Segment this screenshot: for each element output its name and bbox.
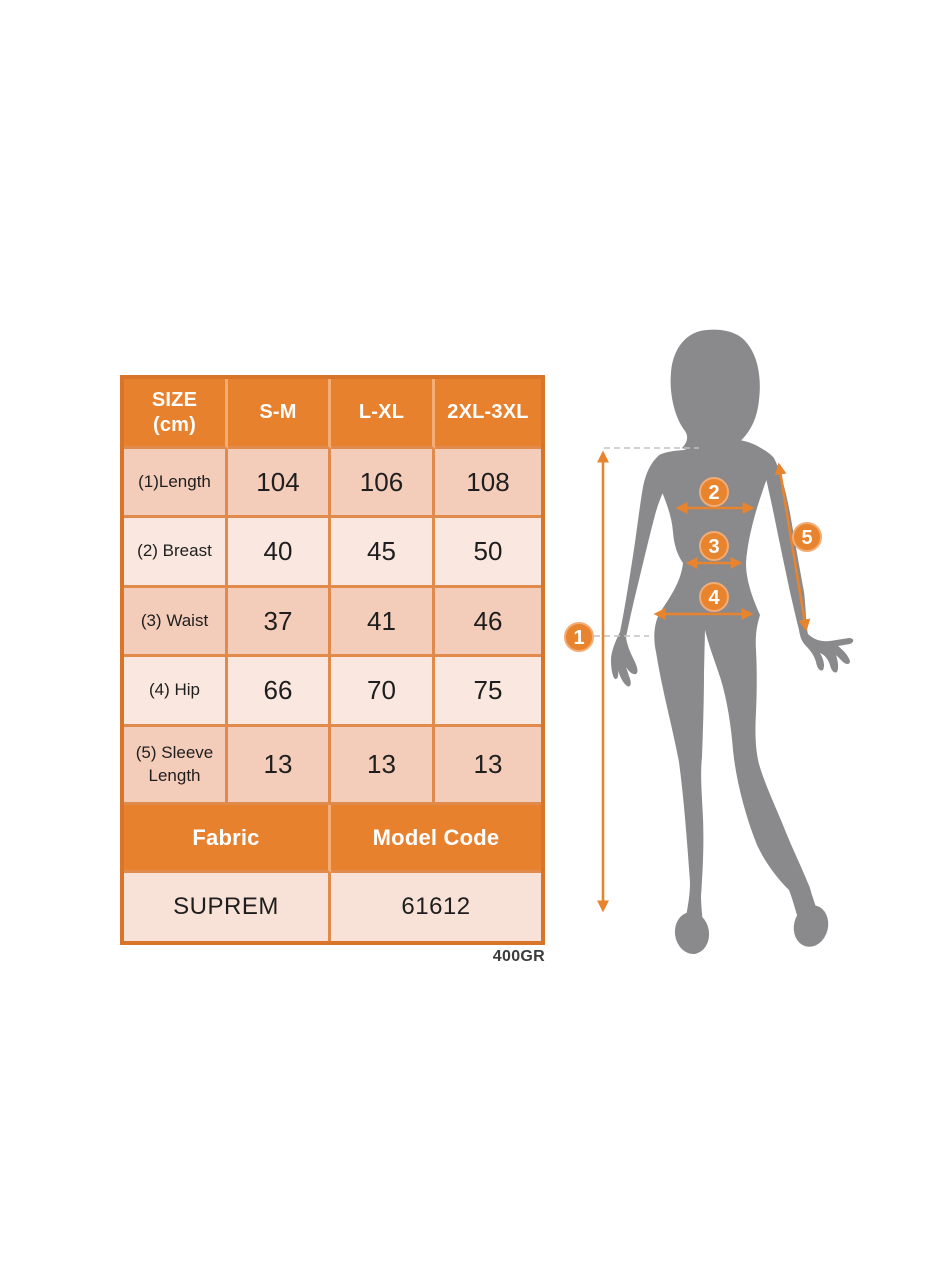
model-code-value: 61612 bbox=[331, 873, 541, 941]
measurement-figure: 1 2 3 4 5 bbox=[564, 329, 854, 954]
value-length-s-m: 104 bbox=[228, 449, 331, 518]
marker-1-badge bbox=[564, 622, 594, 652]
marker-4-number: 4 bbox=[708, 587, 720, 609]
value-breast-l-xl: 45 bbox=[331, 518, 435, 588]
value-waist-2xl-3xl: 46 bbox=[435, 588, 541, 657]
fabric-value: SUPREM bbox=[124, 873, 331, 941]
row-label-length: (1)Length bbox=[124, 449, 228, 518]
left-foot bbox=[674, 912, 710, 954]
value-hip-l-xl: 70 bbox=[331, 657, 435, 727]
marker-1-number: 1 bbox=[573, 627, 584, 649]
torso-legs-silhouette bbox=[654, 437, 822, 954]
size-header-cell: SIZE (cm) bbox=[124, 379, 228, 449]
marker-2-number: 2 bbox=[708, 482, 719, 504]
marker-2-badge bbox=[699, 477, 729, 507]
marker-3-number: 3 bbox=[708, 536, 719, 558]
value-length-l-xl: 106 bbox=[331, 449, 435, 518]
row-label-breast: (2) Breast bbox=[124, 518, 228, 588]
sleeve-arrow bbox=[774, 462, 811, 632]
marker-3-badge bbox=[699, 531, 729, 561]
row-label-waist: (3) Waist bbox=[124, 588, 228, 657]
value-waist-l-xl: 41 bbox=[331, 588, 435, 657]
size-table: SIZE (cm) S-M L-XL 2XL-3XL (1)Length 104… bbox=[120, 375, 545, 945]
body-silhouette bbox=[611, 329, 854, 954]
row-label-sleeve-length: (5) Sleeve Length bbox=[124, 727, 228, 805]
marker-5-number: 5 bbox=[801, 527, 812, 549]
column-header-2xl-3xl: 2XL-3XL bbox=[435, 379, 541, 449]
value-sleeve-2xl-3xl: 13 bbox=[435, 727, 541, 805]
value-hip-s-m: 66 bbox=[228, 657, 331, 727]
value-waist-s-m: 37 bbox=[228, 588, 331, 657]
weight-note: 400GR bbox=[492, 948, 545, 965]
value-breast-2xl-3xl: 50 bbox=[435, 518, 541, 588]
value-sleeve-s-m: 13 bbox=[228, 727, 331, 805]
fabric-header: Fabric bbox=[124, 805, 331, 873]
size-header-line1: SIZE bbox=[151, 388, 198, 411]
marker-5-badge bbox=[792, 522, 822, 552]
value-sleeve-l-xl: 13 bbox=[331, 727, 435, 805]
value-hip-2xl-3xl: 75 bbox=[435, 657, 541, 727]
model-code-header: Model Code bbox=[331, 805, 541, 873]
value-length-2xl-3xl: 108 bbox=[435, 449, 541, 518]
left-arm-silhouette bbox=[611, 454, 670, 687]
column-header-l-xl: L-XL bbox=[331, 379, 435, 449]
marker-4-badge bbox=[699, 582, 729, 612]
head-silhouette bbox=[670, 329, 760, 454]
column-header-s-m: S-M bbox=[228, 379, 331, 449]
value-breast-s-m: 40 bbox=[228, 518, 331, 588]
size-header-line2: (cm) bbox=[152, 413, 197, 436]
right-foot bbox=[793, 905, 829, 947]
row-label-hip: (4) Hip bbox=[124, 657, 228, 727]
